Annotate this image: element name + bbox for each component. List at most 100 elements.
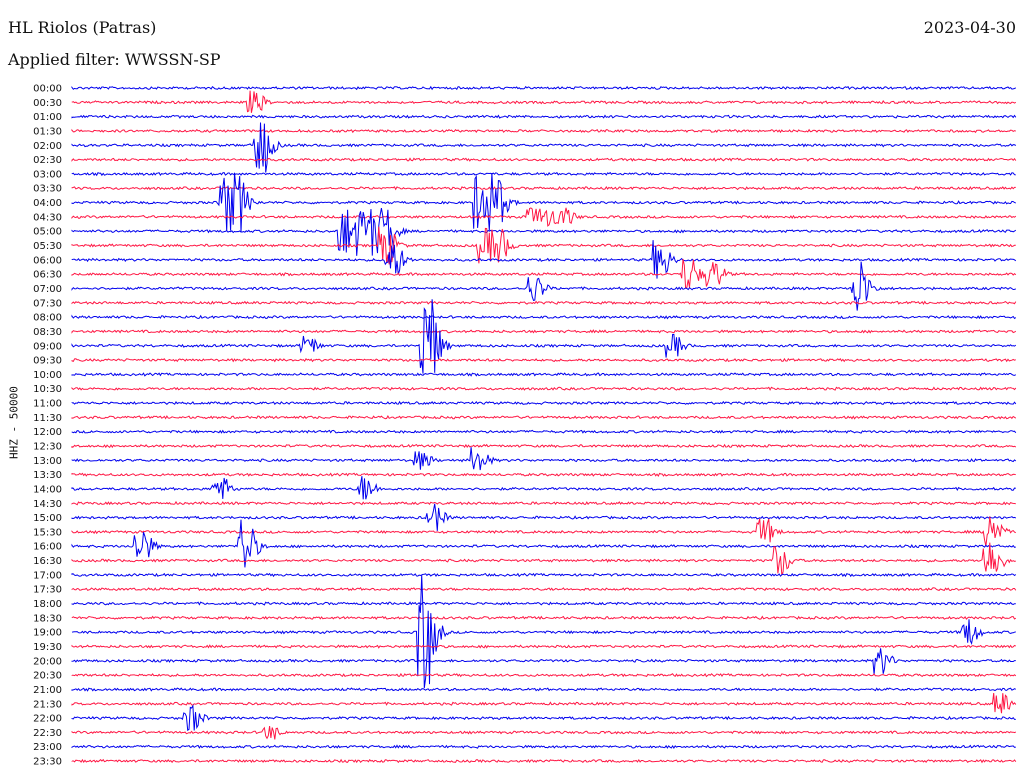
trace-row bbox=[71, 207, 1017, 227]
trace-row bbox=[71, 744, 1016, 749]
row-time-label: 01:30 bbox=[33, 126, 62, 137]
trace-row bbox=[71, 476, 1016, 500]
row-time-label: 11:30 bbox=[33, 413, 62, 424]
trace-row bbox=[71, 258, 1017, 289]
trace-row bbox=[71, 542, 1016, 576]
row-time-label: 02:30 bbox=[33, 155, 62, 166]
row-time-label: 16:00 bbox=[33, 542, 62, 553]
trace-row bbox=[71, 414, 1017, 420]
row-time-label: 00:30 bbox=[33, 98, 62, 109]
row-time-label: 14:30 bbox=[33, 499, 62, 510]
row-time-label: 04:30 bbox=[33, 212, 62, 223]
trace-row bbox=[71, 299, 1017, 374]
trace-row bbox=[71, 692, 1017, 714]
trace-row bbox=[71, 261, 1016, 311]
trace-row bbox=[71, 472, 1016, 477]
station-title: HL Riolos (Patras) bbox=[8, 18, 157, 37]
trace-row bbox=[71, 357, 1016, 363]
trace-row bbox=[71, 726, 1017, 740]
trace-row bbox=[71, 672, 1017, 678]
trace-row bbox=[71, 687, 1017, 692]
trace-row bbox=[71, 329, 1017, 334]
filter-label: Applied filter: WWSSN-SP bbox=[8, 50, 221, 69]
row-time-label: 09:30 bbox=[33, 356, 62, 367]
row-time-label: 12:00 bbox=[33, 427, 62, 438]
row-time-label: 03:00 bbox=[33, 169, 62, 180]
row-time-label: 01:00 bbox=[33, 112, 62, 123]
row-time-label: 23:00 bbox=[33, 742, 62, 753]
row-time-label: 07:30 bbox=[33, 298, 62, 309]
trace-row bbox=[71, 300, 1017, 306]
trace-row bbox=[71, 400, 1017, 406]
row-time-label: 20:30 bbox=[33, 671, 62, 682]
trace-row bbox=[71, 171, 1016, 177]
trace-row bbox=[71, 575, 1016, 689]
row-time-label: 16:30 bbox=[33, 556, 62, 567]
trace-row bbox=[71, 90, 1017, 113]
trace-row bbox=[71, 208, 1017, 256]
row-time-label: 17:30 bbox=[33, 585, 62, 596]
row-time-label: 05:30 bbox=[33, 241, 62, 252]
trace-row bbox=[71, 314, 1017, 320]
trace-row bbox=[71, 516, 1017, 547]
trace-row bbox=[71, 644, 1017, 649]
trace-row bbox=[71, 519, 1016, 568]
row-time-label: 18:00 bbox=[33, 599, 62, 610]
trace-row bbox=[71, 114, 1017, 119]
trace-row bbox=[71, 615, 1017, 621]
row-time-label: 21:00 bbox=[33, 685, 62, 696]
row-time-label: 22:30 bbox=[33, 728, 62, 739]
row-time-label: 17:00 bbox=[33, 570, 62, 581]
trace-row bbox=[71, 758, 1017, 764]
trace-row bbox=[71, 128, 1016, 134]
row-time-label: 23:30 bbox=[33, 757, 62, 768]
row-time-label: 08:00 bbox=[33, 313, 62, 324]
row-time-label: 20:00 bbox=[33, 656, 62, 667]
row-time-label: 12:30 bbox=[33, 442, 62, 453]
row-time-label: 21:30 bbox=[33, 699, 62, 710]
trace-row bbox=[71, 503, 1017, 531]
row-time-label: 10:30 bbox=[33, 384, 62, 395]
row-time-label: 11:00 bbox=[33, 399, 62, 410]
trace-row bbox=[71, 648, 1016, 675]
row-time-label: 13:00 bbox=[33, 456, 62, 467]
record-date: 2023-04-30 bbox=[923, 18, 1016, 37]
row-time-label: 04:00 bbox=[33, 198, 62, 209]
trace-row bbox=[71, 500, 1016, 506]
trace-row bbox=[71, 157, 1017, 162]
row-time-label: 08:30 bbox=[33, 327, 62, 338]
trace-row bbox=[71, 386, 1017, 391]
row-time-label: 13:30 bbox=[33, 470, 62, 481]
trace-row bbox=[71, 172, 1017, 233]
row-time-label: 18:30 bbox=[33, 613, 62, 624]
row-time-label: 10:00 bbox=[33, 370, 62, 381]
trace-row bbox=[71, 587, 1017, 592]
row-time-label: 15:30 bbox=[33, 527, 62, 538]
row-time-label: 05:00 bbox=[33, 227, 62, 238]
row-time-label: 22:00 bbox=[33, 714, 62, 725]
trace-row bbox=[71, 372, 1017, 377]
trace-row bbox=[71, 85, 1017, 91]
row-time-label: 02:00 bbox=[33, 141, 62, 152]
row-time-label: 00:00 bbox=[33, 84, 62, 95]
trace-row bbox=[71, 122, 1017, 173]
trace-row bbox=[71, 572, 1017, 578]
trace-row bbox=[71, 704, 1016, 732]
trace-row bbox=[71, 447, 1017, 471]
row-time-label: 06:30 bbox=[33, 270, 62, 281]
trace-row bbox=[71, 240, 1017, 279]
trace-row bbox=[71, 185, 1016, 191]
row-time-label: 06:00 bbox=[33, 255, 62, 266]
row-time-label: 19:30 bbox=[33, 642, 62, 653]
trace-row bbox=[71, 429, 1017, 434]
row-time-label: 03:30 bbox=[33, 184, 62, 195]
trace-row bbox=[71, 601, 1016, 606]
trace-row bbox=[71, 443, 1017, 449]
row-time-label: 07:00 bbox=[33, 284, 62, 295]
row-time-label: 14:00 bbox=[33, 484, 62, 495]
row-time-label: 15:00 bbox=[33, 513, 62, 524]
trace-row bbox=[71, 226, 1016, 265]
row-time-label: 09:00 bbox=[33, 341, 62, 352]
row-time-label: 19:00 bbox=[33, 628, 62, 639]
